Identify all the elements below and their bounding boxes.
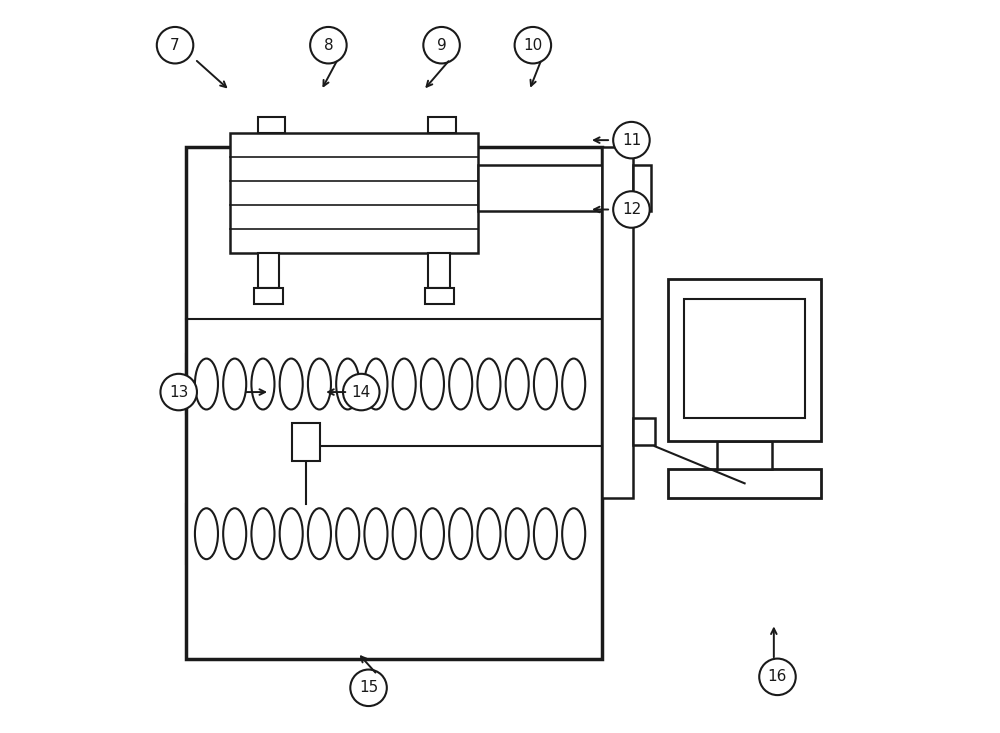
Bar <box>633 418 655 446</box>
Bar <box>668 468 821 498</box>
Ellipse shape <box>251 358 274 410</box>
Text: 13: 13 <box>169 385 188 399</box>
Text: 8: 8 <box>324 37 333 53</box>
Ellipse shape <box>534 508 557 559</box>
Ellipse shape <box>477 358 500 410</box>
Ellipse shape <box>195 508 218 559</box>
Ellipse shape <box>449 358 472 410</box>
Text: 16: 16 <box>768 669 787 685</box>
Circle shape <box>423 27 460 64</box>
Ellipse shape <box>251 508 274 559</box>
Circle shape <box>310 27 347 64</box>
Bar <box>668 279 821 441</box>
Ellipse shape <box>364 508 387 559</box>
Ellipse shape <box>223 508 246 559</box>
Ellipse shape <box>195 358 218 410</box>
Bar <box>425 288 454 304</box>
Text: 9: 9 <box>437 37 446 53</box>
Ellipse shape <box>534 358 557 410</box>
Ellipse shape <box>421 358 444 410</box>
Ellipse shape <box>506 508 529 559</box>
Ellipse shape <box>364 358 387 410</box>
Bar <box>684 298 805 418</box>
Bar <box>633 166 651 211</box>
Bar <box>428 254 450 288</box>
Text: 10: 10 <box>523 37 542 53</box>
Circle shape <box>515 27 551 64</box>
Ellipse shape <box>449 508 472 559</box>
Ellipse shape <box>562 508 585 559</box>
Circle shape <box>613 191 650 228</box>
Ellipse shape <box>477 508 500 559</box>
Bar <box>186 354 602 414</box>
Ellipse shape <box>562 358 585 410</box>
Bar <box>428 117 456 133</box>
Ellipse shape <box>308 508 331 559</box>
Circle shape <box>350 669 387 706</box>
Ellipse shape <box>336 508 359 559</box>
Bar <box>717 441 772 468</box>
Bar <box>186 147 602 658</box>
Circle shape <box>343 374 380 410</box>
Ellipse shape <box>393 508 416 559</box>
Bar <box>478 166 602 211</box>
Text: 7: 7 <box>170 37 180 53</box>
Ellipse shape <box>506 358 529 410</box>
Text: 14: 14 <box>352 385 371 399</box>
Bar <box>602 147 633 498</box>
Text: 11: 11 <box>622 133 641 147</box>
Ellipse shape <box>421 508 444 559</box>
Text: 12: 12 <box>622 202 641 217</box>
Circle shape <box>613 122 650 158</box>
Bar <box>186 504 602 564</box>
Ellipse shape <box>308 358 331 410</box>
Bar <box>254 288 283 304</box>
Ellipse shape <box>280 508 303 559</box>
Circle shape <box>157 27 193 64</box>
Circle shape <box>759 658 796 695</box>
Bar <box>258 254 279 288</box>
Ellipse shape <box>223 358 246 410</box>
Circle shape <box>160 374 197 410</box>
Text: 15: 15 <box>359 680 378 696</box>
Ellipse shape <box>280 358 303 410</box>
Bar <box>258 117 285 133</box>
Bar <box>230 133 478 254</box>
Ellipse shape <box>336 358 359 410</box>
Bar <box>292 424 320 462</box>
Ellipse shape <box>393 358 416 410</box>
